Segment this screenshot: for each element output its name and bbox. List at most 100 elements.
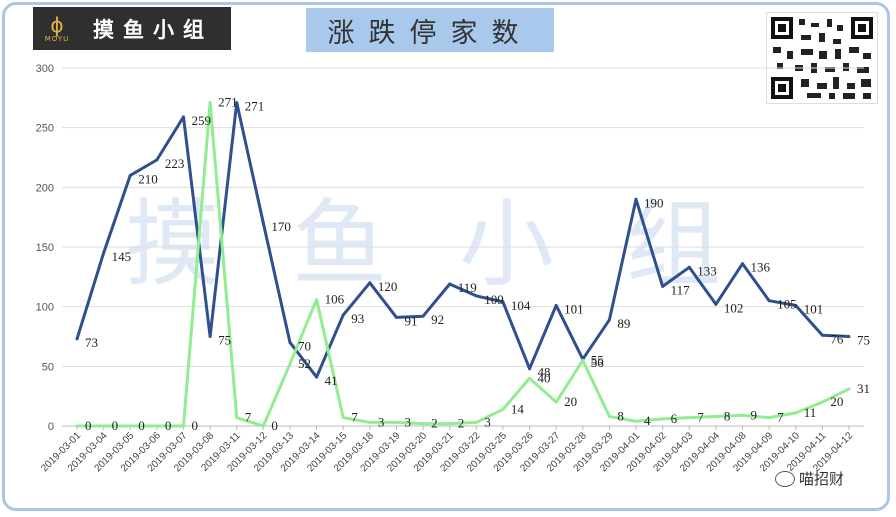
data-point <box>368 281 372 285</box>
fish-icon: ϕ MOYU <box>44 12 70 43</box>
data-label: 7 <box>777 410 784 425</box>
data-label: 2 <box>431 416 438 431</box>
data-label: 106 <box>325 292 345 307</box>
data-label: 6 <box>671 411 678 426</box>
data-point <box>554 400 558 404</box>
data-label: 104 <box>511 298 531 313</box>
logo-text: 摸鱼小组 <box>93 16 213 42</box>
data-label: 4 <box>644 413 651 428</box>
data-point <box>261 221 265 225</box>
data-label: 7 <box>697 410 704 425</box>
data-point <box>847 335 851 338</box>
data-point <box>820 333 824 337</box>
data-label: 56 <box>591 355 605 370</box>
data-label: 0 <box>191 418 198 433</box>
data-point <box>661 284 665 288</box>
data-point <box>607 414 611 418</box>
data-point <box>102 251 106 255</box>
data-point <box>501 407 505 411</box>
data-point <box>102 424 106 428</box>
data-label: 0 <box>271 418 278 433</box>
data-label: 75 <box>857 333 870 348</box>
data-point <box>528 376 532 380</box>
wechat-icon <box>775 470 795 487</box>
data-label: 0 <box>85 418 92 433</box>
data-point <box>767 299 771 303</box>
y-tick-label: 50 <box>42 361 54 373</box>
data-point <box>181 115 185 119</box>
data-label: 52 <box>298 356 311 371</box>
data-point <box>474 420 478 424</box>
data-point <box>421 422 425 426</box>
data-point <box>155 424 159 428</box>
data-point <box>75 337 79 341</box>
data-label: 101 <box>804 301 824 316</box>
data-label: 3 <box>404 414 411 429</box>
credit-text: 喵招财 <box>799 470 845 488</box>
y-tick-label: 150 <box>36 242 54 254</box>
data-point <box>288 340 292 344</box>
data-point <box>741 413 745 417</box>
data-label: 48 <box>538 365 551 380</box>
data-point <box>794 303 798 307</box>
data-point <box>767 416 771 420</box>
data-point <box>394 420 398 424</box>
data-label: 41 <box>325 373 338 388</box>
data-point <box>235 101 239 105</box>
data-point <box>208 335 212 338</box>
data-label: 93 <box>351 311 364 326</box>
data-point <box>128 424 132 428</box>
data-label: 89 <box>617 316 630 331</box>
data-point <box>261 424 265 428</box>
data-point <box>421 314 425 318</box>
data-label: 20 <box>564 394 577 409</box>
data-point <box>501 300 505 304</box>
data-label: 105 <box>777 297 797 312</box>
data-point <box>528 367 532 371</box>
y-tick-label: 200 <box>36 182 54 194</box>
data-label: 223 <box>165 156 185 171</box>
y-tick-label: 0 <box>48 421 54 433</box>
data-point <box>368 420 372 424</box>
data-label: 11 <box>804 405 817 420</box>
data-label: 14 <box>511 401 525 416</box>
data-label: 259 <box>191 113 211 128</box>
data-point <box>554 303 558 307</box>
data-label: 117 <box>671 282 691 297</box>
data-point <box>128 173 132 177</box>
data-point <box>634 197 638 201</box>
qr-code-icon <box>766 12 878 104</box>
data-label: 120 <box>378 279 398 294</box>
series-line-down <box>77 101 850 428</box>
data-label: 0 <box>112 418 119 433</box>
data-label: 271 <box>218 95 238 110</box>
data-label: 7 <box>245 410 252 425</box>
data-label: 133 <box>697 263 717 278</box>
data-point <box>341 313 345 317</box>
data-label: 76 <box>830 331 844 346</box>
wechat-credit: 喵招财 <box>775 468 844 489</box>
data-point <box>448 282 452 286</box>
data-point <box>634 419 638 423</box>
data-label: 0 <box>138 418 145 433</box>
data-point <box>235 416 239 420</box>
data-label: 210 <box>138 171 158 186</box>
brand-logo: ϕ MOYU 摸鱼小组 <box>33 7 231 50</box>
data-point <box>315 375 319 379</box>
data-label: 145 <box>112 249 132 264</box>
data-label: 75 <box>218 333 231 348</box>
series-line-up <box>75 101 850 379</box>
data-point <box>208 101 212 105</box>
data-label: 136 <box>751 260 771 275</box>
data-label: 101 <box>564 301 584 316</box>
data-label: 70 <box>298 338 311 353</box>
data-label: 190 <box>644 195 664 210</box>
data-label: 3 <box>378 414 385 429</box>
data-label: 7 <box>351 410 358 425</box>
data-point <box>155 158 159 162</box>
data-point <box>741 262 745 266</box>
data-label: 31 <box>857 381 870 396</box>
data-point <box>394 315 398 319</box>
data-label: 9 <box>751 407 758 422</box>
